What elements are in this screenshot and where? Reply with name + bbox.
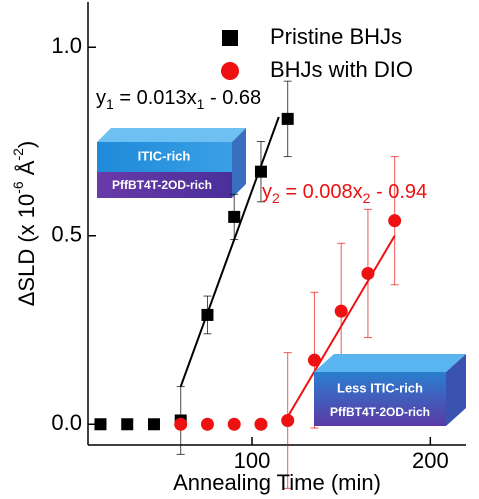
- data-point: [201, 308, 214, 321]
- data-point: [227, 417, 241, 431]
- y-label-part: ): [14, 141, 39, 148]
- fit-equation: y1 = 0.013x1 - 0.68: [96, 87, 261, 111]
- data-point: [121, 418, 134, 431]
- y-tick-label: 0.5: [51, 222, 82, 247]
- x-tick-label: 100: [234, 448, 271, 473]
- box-1: ITIC-rich PffBT4T-2OD-rich: [97, 128, 246, 198]
- legend-marker: [222, 30, 238, 46]
- box-label: PffBT4T-2OD-rich: [330, 405, 430, 419]
- box-label: ITIC-rich: [138, 148, 191, 163]
- data-point: [94, 418, 107, 431]
- equation-part: 1: [197, 96, 205, 112]
- legend-marker: [221, 62, 239, 80]
- box-2: Less ITIC-rich PffBT4T-2OD-rich: [314, 354, 466, 426]
- y-tick-label: 1.0: [51, 33, 82, 58]
- y-label-part: -6: [10, 181, 26, 194]
- equation-part: = 0.008x: [280, 181, 363, 203]
- data-point: [174, 417, 188, 431]
- data-point: [200, 417, 214, 431]
- legend-label: Pristine BHJs: [270, 24, 402, 49]
- y-label-part: Å: [14, 160, 39, 181]
- legend-label: BHJs with DIO: [270, 57, 413, 82]
- equation-part: y: [262, 181, 272, 203]
- equation-part: = 0.013x: [114, 87, 197, 109]
- data-point: [254, 165, 267, 178]
- box-label: Less ITIC-rich: [337, 380, 423, 395]
- fit-equation: y2 = 0.008x2 - 0.94: [262, 181, 427, 205]
- y-label-part: ΔSLD (x 10: [14, 194, 39, 307]
- equation-part: - 0.68: [204, 87, 261, 109]
- x-tick-label: 200: [412, 448, 449, 473]
- data-point: [281, 413, 295, 427]
- equation-part: 1: [106, 96, 114, 112]
- data-point: [254, 417, 268, 431]
- data-point: [147, 418, 160, 431]
- data-point: [388, 214, 402, 228]
- y-label-part: -2: [10, 148, 26, 161]
- data-point: [334, 304, 348, 318]
- equation-part: y: [96, 87, 106, 109]
- data-point: [228, 210, 241, 223]
- data-point: [307, 353, 321, 367]
- equation-part: - 0.94: [370, 181, 427, 203]
- y-tick-label: 0.0: [51, 410, 82, 435]
- equation-part: 2: [272, 190, 280, 206]
- data-point: [281, 112, 294, 125]
- x-axis-label: Annealing Time (min): [173, 470, 381, 495]
- fit-line: [179, 116, 280, 387]
- box-label: PffBT4T-2OD-rich: [112, 178, 212, 192]
- data-point: [361, 266, 375, 280]
- equation-part: 2: [363, 190, 371, 206]
- y-axis-label: ΔSLD (x 10-6 Å-2): [10, 141, 39, 307]
